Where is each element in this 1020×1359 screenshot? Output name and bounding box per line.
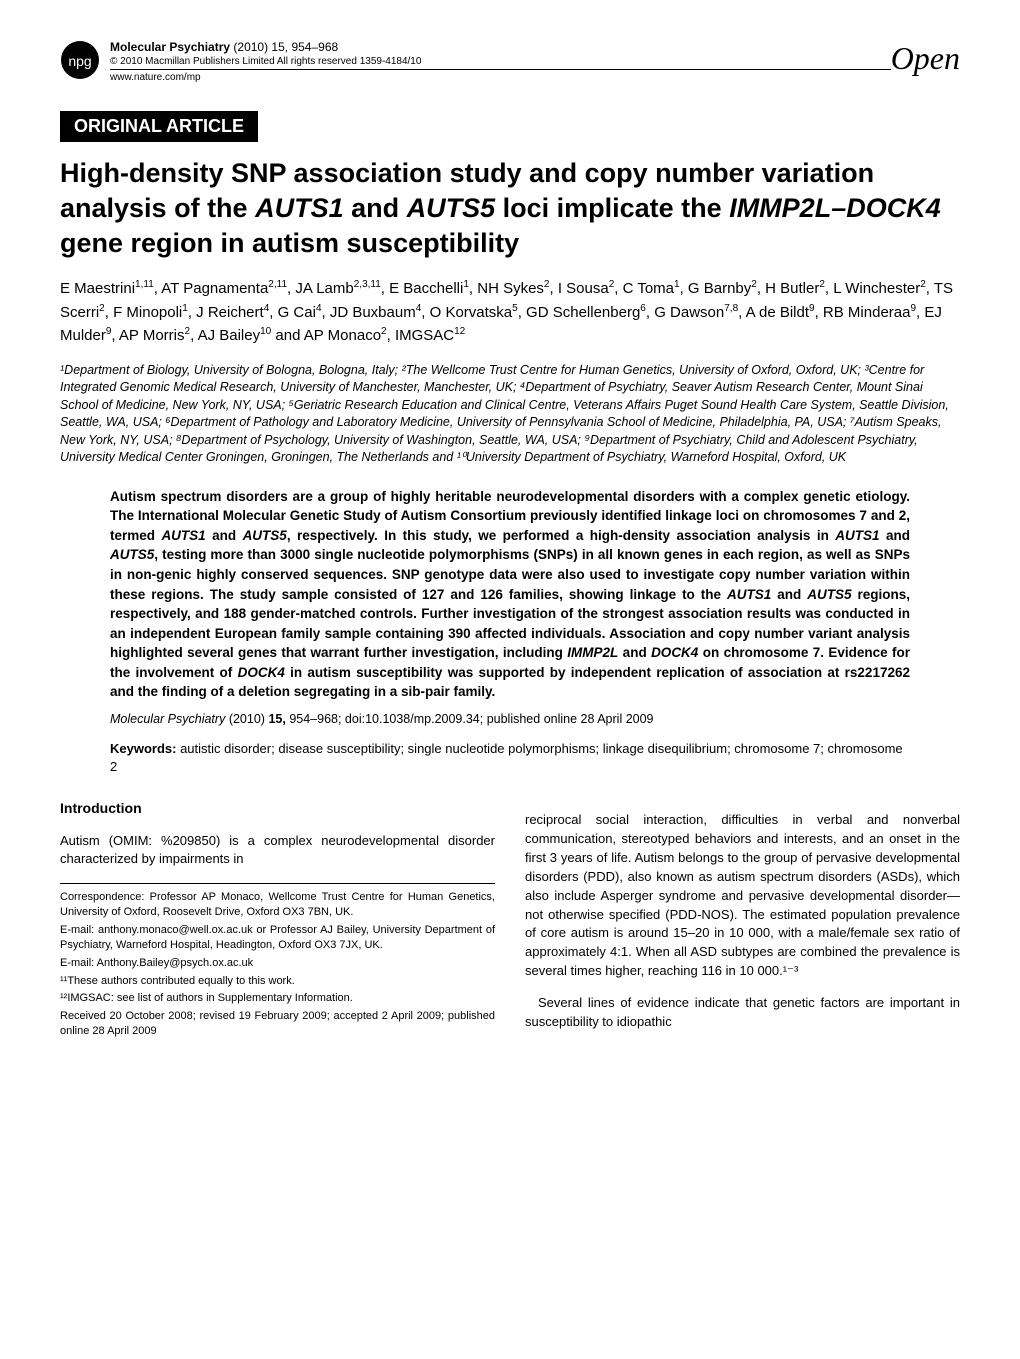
footnotes: Correspondence: Professor AP Monaco, Wel… [60,883,495,1039]
footnote: E-mail: Anthony.Bailey@psych.ox.ac.uk [60,956,495,971]
author: , NH Sykes [469,280,544,297]
author-list: E Maestrini1,11, AT Pagnamenta2,11, JA L… [60,277,960,348]
open-access-logo: Open [891,40,960,77]
footnote: Received 20 October 2008; revised 19 Feb… [60,1009,495,1039]
keywords: Keywords: autistic disorder; disease sus… [110,740,910,776]
header-row: npg Molecular Psychiatry (2010) 15, 954–… [60,40,960,85]
author: , A de Bildt [738,304,809,321]
journal-title: Molecular Psychiatry (2010) 15, 954–968 [110,40,891,54]
pub-pages: 954–968; doi:10.1038/mp.2009.34; publish… [289,712,653,726]
pub-year: (2010) [229,712,265,726]
abstract-gene: AUTS5 [243,528,287,543]
author: , L Winchester [825,280,920,297]
title-text: and [344,193,407,223]
affil-sup: 2,3,11 [354,279,381,290]
title-gene: IMMP2L–DOCK4 [729,193,941,223]
footnote: ¹²IMGSAC: see list of authors in Supplem… [60,991,495,1006]
author: , IMGSAC [387,327,455,344]
author: , JD Buxbaum [322,304,416,321]
article-type-badge: ORIGINAL ARTICLE [60,111,258,142]
affil-sup: 2,11 [268,279,287,290]
copyright-line: © 2010 Macmillan Publishers Limited All … [110,56,891,67]
author: , G Cai [269,304,316,321]
author: , I Sousa [549,280,608,297]
abstract-text: and [206,528,243,543]
body-paragraph: reciprocal social interaction, difficult… [525,811,960,981]
author: , G Dawson [646,304,724,321]
article-title: High-density SNP association study and c… [60,156,960,261]
author: , GD Schellenberg [518,304,641,321]
right-column: reciprocal social interaction, difficult… [525,798,960,1044]
publication-info: Molecular Psychiatry (2010) 15, 954–968;… [110,712,910,726]
abstract-text: and [618,645,651,660]
left-column: Introduction Autism (OMIM: %209850) is a… [60,798,495,1044]
abstract-text: and [771,587,807,602]
author: , J Reichert [188,304,264,321]
footnote: ¹¹These authors contributed equally to t… [60,974,495,989]
abstract-text: and [880,528,910,543]
abstract-gene: IMMP2L [567,645,618,660]
abstract-gene: AUTS1 [161,528,205,543]
affil-sup: 7,8 [724,303,738,314]
abstract-gene: AUTS1 [727,587,771,602]
abstract-gene: DOCK4 [238,665,285,680]
abstract-text: , respectively. In this study, we perfor… [287,528,835,543]
keywords-label: Keywords: [110,741,176,756]
title-gene: AUTS5 [407,193,496,223]
title-text: gene region in autism susceptibility [60,228,519,258]
affil-sup: 1,11 [135,279,154,290]
author: , O Korvatska [421,304,512,321]
author: , AJ Bailey [190,327,260,344]
pub-volume: 15, [268,712,285,726]
author: , AT Pagnamenta [154,280,269,297]
title-gene: AUTS1 [255,193,344,223]
author: , AP Morris [111,327,184,344]
author: , E Bacchelli [381,280,464,297]
journal-issue: (2010) 15, 954–968 [233,40,338,54]
pub-journal: Molecular Psychiatry [110,712,225,726]
journal-name: Molecular Psychiatry [110,40,230,54]
keywords-text: autistic disorder; disease susceptibilit… [110,741,903,774]
intro-heading: Introduction [60,798,495,818]
affil-sup: 12 [454,326,465,337]
npg-logo: npg [60,40,100,80]
footnote: E-mail: anthony.monaco@well.ox.ac.uk or … [60,923,495,953]
abstract: Autism spectrum disorders are a group of… [110,487,910,702]
author: , RB Minderaa [815,304,911,321]
journal-block: Molecular Psychiatry (2010) 15, 954–968 … [110,40,891,85]
abstract-gene: AUTS5 [807,587,851,602]
author: , C Toma [614,280,674,297]
journal-url: www.nature.com/mp [110,69,891,83]
abstract-gene: DOCK4 [651,645,698,660]
abstract-gene: AUTS1 [835,528,879,543]
affiliations: ¹Department of Biology, University of Bo… [60,362,960,467]
footnote: Correspondence: Professor AP Monaco, Wel… [60,890,495,920]
body-paragraph: Several lines of evidence indicate that … [525,994,960,1032]
author: and AP Monaco [271,327,381,344]
author: , JA Lamb [287,280,354,297]
affil-sup: 10 [260,326,271,337]
author: , F Minopoli [105,304,183,321]
npg-text: npg [68,53,91,69]
body-paragraph: Autism (OMIM: %209850) is a complex neur… [60,832,495,870]
abstract-gene: AUTS5 [110,547,154,562]
author: E Maestrini [60,280,135,297]
body-columns: Introduction Autism (OMIM: %209850) is a… [60,798,960,1044]
title-text: loci implicate the [495,193,729,223]
author: , H Butler [757,280,820,297]
author: , G Barnby [680,280,752,297]
